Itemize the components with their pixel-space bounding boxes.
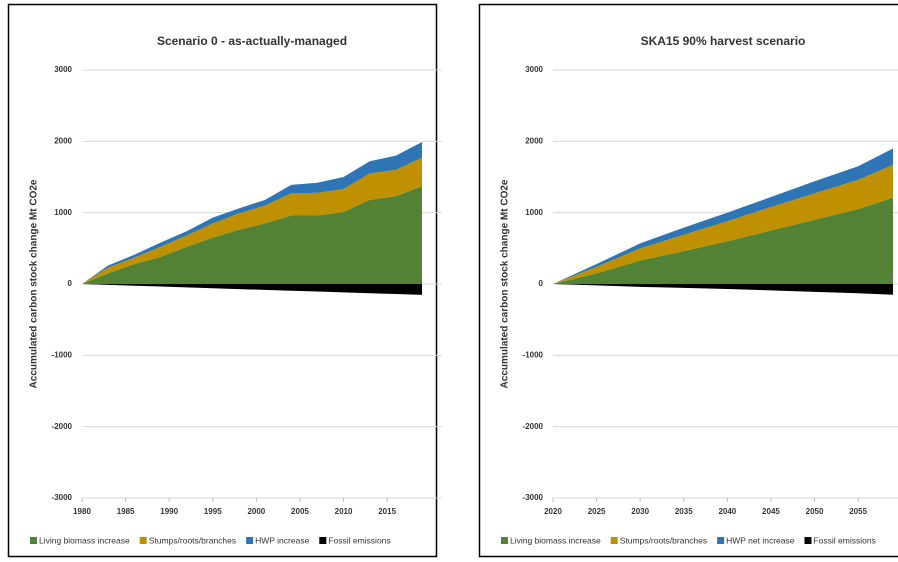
legend-label: HWP net increase [726, 535, 795, 545]
legend-label: Stumps/roots/branches [620, 535, 707, 545]
legend-label: Fossil emissions [328, 535, 390, 545]
y-tick-label: 0 [539, 279, 544, 288]
y-tick-label: 1000 [54, 208, 72, 217]
x-tick-label: 2045 [762, 507, 780, 516]
area [82, 186, 422, 284]
legend-swatch [30, 537, 37, 544]
x-tick-label: 1980 [73, 507, 91, 516]
chart-title: SKA15 90% harvest scenario [641, 34, 806, 48]
y-tick-label: -2000 [523, 422, 544, 431]
legend-label: Stumps/roots/branches [149, 535, 236, 545]
legend-label: HWP increase [255, 535, 309, 545]
x-tick-label: 2000 [247, 507, 265, 516]
legend-swatch [319, 537, 327, 544]
chart-title: Scenario 0 - as-actually-managed [157, 34, 347, 48]
x-tick-label: 2020 [544, 507, 562, 516]
x-tick-label: 2035 [675, 507, 693, 516]
y-tick-label: -3000 [523, 493, 544, 502]
legend-swatch [610, 537, 618, 544]
area [82, 157, 422, 284]
legend-swatch [717, 537, 725, 544]
area [82, 284, 422, 295]
y-tick-label: 3000 [54, 65, 72, 74]
legend-label: Fossil emissions [813, 535, 875, 545]
x-tick-label: 2055 [849, 507, 867, 516]
legend-swatch [246, 537, 254, 544]
legend-swatch [501, 537, 508, 544]
y-tick-label: 1000 [525, 208, 543, 217]
x-tick-label: 1985 [117, 507, 135, 516]
chart-panel: SKA15 90% harvest scenario Accumulated ca… [478, 3, 898, 558]
legend-label: Living biomass increase [510, 535, 601, 545]
x-tick-label: 2050 [806, 507, 824, 516]
legend-swatch [804, 537, 812, 544]
y-tick-label: -3000 [52, 493, 73, 502]
y-tick-label: 2000 [54, 136, 72, 145]
area [553, 148, 893, 284]
area [553, 284, 893, 295]
x-tick-label: 2010 [335, 507, 353, 516]
area [553, 164, 893, 284]
legend-label: Living biomass increase [39, 535, 130, 545]
y-tick-label: 3000 [525, 65, 543, 74]
y-axis-label: Accumulated carbon stock change Mt CO2e [29, 179, 40, 388]
chart-panel: Scenario 0 - as-actually-managed Accumula… [7, 3, 442, 558]
area [553, 197, 893, 284]
y-axis-label: Accumulated carbon stock change Mt CO2e [500, 179, 511, 388]
x-tick-label: 2005 [291, 507, 309, 516]
y-tick-label: -1000 [523, 350, 544, 359]
y-tick-label: 0 [68, 279, 73, 288]
x-tick-label: 2025 [588, 507, 606, 516]
x-tick-label: 2040 [718, 507, 736, 516]
x-tick-label: 1995 [204, 507, 222, 516]
y-tick-label: -2000 [52, 422, 73, 431]
x-tick-label: 2015 [378, 507, 396, 516]
y-tick-label: 2000 [525, 136, 543, 145]
x-tick-label: 2030 [631, 507, 649, 516]
x-tick-label: 1990 [160, 507, 178, 516]
y-tick-label: -1000 [52, 350, 73, 359]
legend-swatch [139, 537, 147, 544]
